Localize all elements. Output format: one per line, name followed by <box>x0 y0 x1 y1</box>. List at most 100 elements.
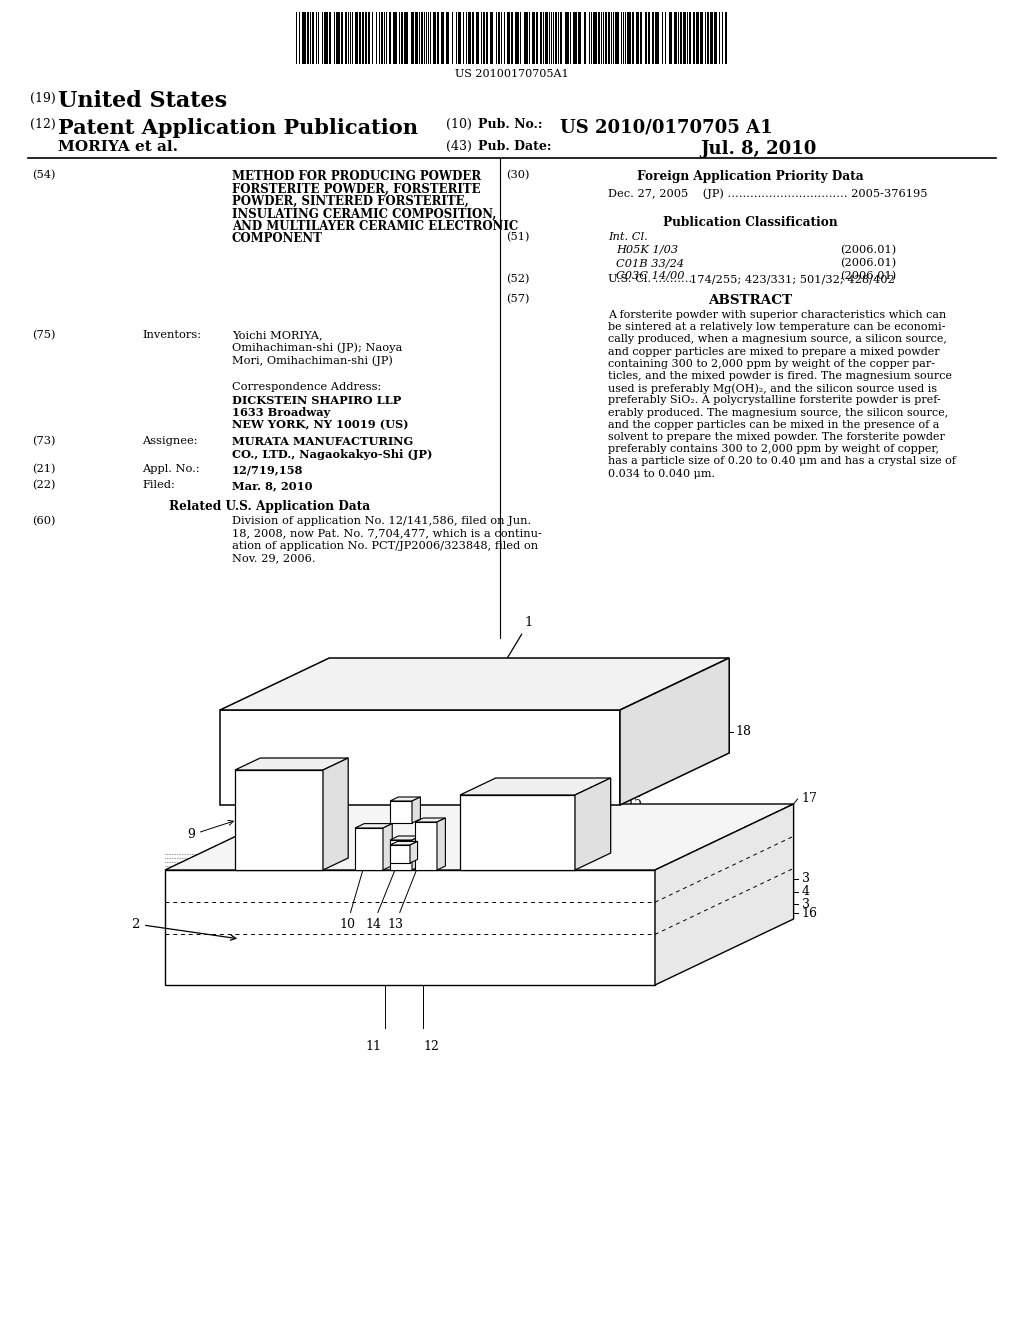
Bar <box>648 12 650 63</box>
Text: 12: 12 <box>423 1040 439 1053</box>
Bar <box>674 12 677 63</box>
Polygon shape <box>234 770 323 870</box>
Bar <box>404 12 408 63</box>
Text: Assignee:: Assignee: <box>142 436 198 446</box>
Bar <box>401 12 403 63</box>
Text: Int. Cl.: Int. Cl. <box>608 232 648 242</box>
Text: 11: 11 <box>365 1040 381 1053</box>
Bar <box>507 12 510 63</box>
Polygon shape <box>383 824 392 870</box>
Polygon shape <box>355 828 383 870</box>
Text: Pub. No.:: Pub. No.: <box>478 117 543 131</box>
Polygon shape <box>390 836 421 840</box>
Text: CO., LTD., Nagaokakyo-Shi (JP): CO., LTD., Nagaokakyo-Shi (JP) <box>232 449 432 459</box>
Text: NEW YORK, NY 10019 (US): NEW YORK, NY 10019 (US) <box>232 420 409 430</box>
Text: 1: 1 <box>496 616 532 677</box>
Bar <box>515 12 519 63</box>
Text: Correspondence Address:: Correspondence Address: <box>232 381 381 392</box>
Bar <box>615 12 618 63</box>
Polygon shape <box>234 758 348 770</box>
Text: DICKSTEIN SHAPIRO LLP: DICKSTEIN SHAPIRO LLP <box>232 395 401 405</box>
Text: MORIYA et al.: MORIYA et al. <box>58 140 178 154</box>
Text: AND MULTILAYER CERAMIC ELECTRONIC: AND MULTILAYER CERAMIC ELECTRONIC <box>232 220 518 234</box>
Bar <box>683 12 686 63</box>
Text: Mori, Omihachiman-shi (JP): Mori, Omihachiman-shi (JP) <box>232 355 393 366</box>
Text: 3: 3 <box>802 898 810 911</box>
Text: 18: 18 <box>735 725 752 738</box>
Text: 13: 13 <box>387 849 425 931</box>
Text: 9: 9 <box>187 820 233 842</box>
Text: used is preferably Mg(OH)₂, and the silicon source used is: used is preferably Mg(OH)₂, and the sili… <box>608 383 937 393</box>
Text: Related U.S. Application Data: Related U.S. Application Data <box>169 500 371 513</box>
Text: Appl. No.:: Appl. No.: <box>142 465 200 474</box>
Text: (60): (60) <box>32 516 55 527</box>
Text: Patent Application Publication: Patent Application Publication <box>58 117 418 139</box>
Bar <box>389 12 391 63</box>
Polygon shape <box>655 804 794 985</box>
Text: US 2010/0170705 A1: US 2010/0170705 A1 <box>560 117 773 136</box>
Text: (2006.01): (2006.01) <box>840 246 896 255</box>
Text: FORSTERITE POWDER, FORSTERITE: FORSTERITE POWDER, FORSTERITE <box>232 182 480 195</box>
Text: has a particle size of 0.20 to 0.40 μm and has a crystal size of: has a particle size of 0.20 to 0.40 μm a… <box>608 457 955 466</box>
Bar <box>652 12 654 63</box>
Bar <box>511 12 513 63</box>
Text: ticles, and the mixed powder is fired. The magnesium source: ticles, and the mixed powder is fired. T… <box>608 371 952 381</box>
Bar <box>627 12 631 63</box>
Bar <box>532 12 535 63</box>
Bar <box>608 12 610 63</box>
Bar <box>486 12 488 63</box>
Text: Yoichi MORIYA,: Yoichi MORIYA, <box>232 330 323 341</box>
Bar <box>421 12 423 63</box>
Bar <box>645 12 647 63</box>
Bar <box>341 12 343 63</box>
Text: 1633 Broadway: 1633 Broadway <box>232 407 331 418</box>
Bar <box>640 12 642 63</box>
Bar <box>446 12 449 63</box>
Bar <box>458 12 461 63</box>
Bar <box>476 12 479 63</box>
Bar <box>490 12 493 63</box>
Text: Inventors:: Inventors: <box>142 330 201 341</box>
Text: (30): (30) <box>506 170 529 181</box>
Polygon shape <box>323 758 348 870</box>
Text: (75): (75) <box>32 330 55 341</box>
Text: 14: 14 <box>365 858 400 931</box>
Text: METHOD FOR PRODUCING POWDER: METHOD FOR PRODUCING POWDER <box>232 170 481 183</box>
Bar <box>336 12 340 63</box>
Text: (19): (19) <box>30 92 55 106</box>
Bar <box>584 12 586 63</box>
Text: preferably SiO₂. A polycrystalline forsterite powder is pref-: preferably SiO₂. A polycrystalline forst… <box>608 396 941 405</box>
Bar <box>312 12 314 63</box>
Bar <box>536 12 538 63</box>
Text: 10: 10 <box>339 851 369 931</box>
Text: INSULATING CERAMIC COMPOSITION,: INSULATING CERAMIC COMPOSITION, <box>232 207 497 220</box>
Text: A forsterite powder with superior characteristics which can: A forsterite powder with superior charac… <box>608 310 946 319</box>
Text: C01B 33/24: C01B 33/24 <box>616 257 684 268</box>
Bar <box>700 12 703 63</box>
Polygon shape <box>390 801 412 822</box>
Text: be sintered at a relatively low temperature can be economi-: be sintered at a relatively low temperat… <box>608 322 945 333</box>
Bar <box>324 12 328 63</box>
Text: US 20100170705A1: US 20100170705A1 <box>456 69 568 79</box>
Text: Publication Classification: Publication Classification <box>663 216 838 228</box>
Text: cally produced, when a magnesium source, a silicon source,: cally produced, when a magnesium source,… <box>608 334 947 345</box>
Polygon shape <box>415 822 437 870</box>
Bar <box>655 12 659 63</box>
Bar <box>355 12 358 63</box>
Text: (10): (10) <box>446 117 472 131</box>
Text: (73): (73) <box>32 436 55 446</box>
Text: Filed:: Filed: <box>142 480 175 490</box>
Text: 12/719,158: 12/719,158 <box>232 465 303 475</box>
Polygon shape <box>220 710 620 805</box>
Bar <box>433 12 436 63</box>
Bar <box>545 12 548 63</box>
Bar <box>437 12 439 63</box>
Bar <box>381 12 383 63</box>
Polygon shape <box>412 797 421 822</box>
Text: (43): (43) <box>446 140 472 153</box>
Bar <box>329 12 331 63</box>
Bar <box>710 12 713 63</box>
Text: and the copper particles can be mixed in the presence of a: and the copper particles can be mixed in… <box>608 420 939 430</box>
Text: Pub. Date:: Pub. Date: <box>478 140 552 153</box>
Text: (2006.01): (2006.01) <box>840 257 896 268</box>
